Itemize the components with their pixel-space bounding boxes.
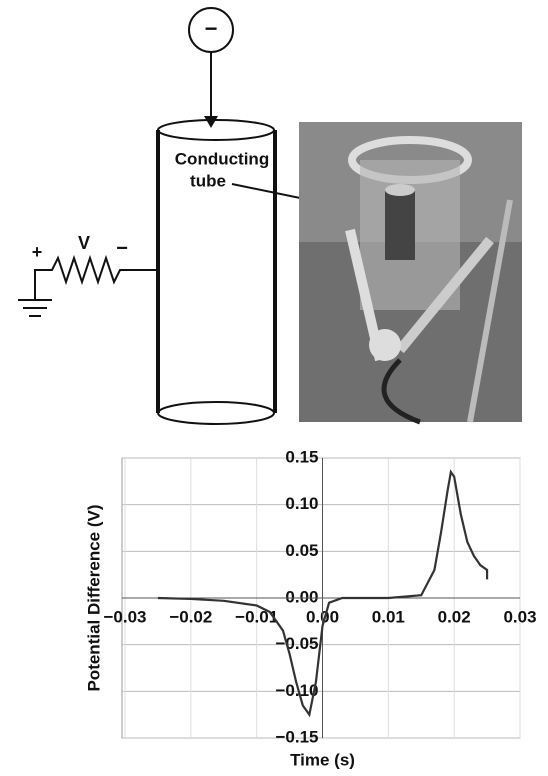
y-tick-label: 0.10 bbox=[285, 494, 318, 513]
x-tick-label: −0.02 bbox=[169, 607, 212, 626]
x-tick-label: −0.03 bbox=[103, 607, 146, 626]
y-tick-label: 0.15 bbox=[285, 447, 318, 466]
photo bbox=[299, 122, 522, 425]
y-tick-label: −0.15 bbox=[275, 727, 318, 746]
y-tick-label: −0.10 bbox=[275, 681, 318, 700]
resistor-circuit bbox=[34, 254, 158, 300]
x-tick-label: 0.03 bbox=[503, 607, 536, 626]
arrow-head bbox=[204, 116, 218, 128]
y-axis-title: Potential Difference (V) bbox=[84, 504, 103, 691]
x-axis-title: Time (s) bbox=[290, 750, 355, 769]
data-line bbox=[157, 469, 489, 718]
x-tick-label: −0.01 bbox=[235, 607, 278, 626]
voltage-label: V bbox=[78, 233, 90, 253]
tube-top bbox=[157, 119, 275, 141]
y-tick-label: 0.05 bbox=[285, 541, 318, 560]
tube-label: Conducting bbox=[175, 149, 269, 168]
plus-label: + bbox=[32, 242, 43, 262]
y-tick-label: 0.00 bbox=[285, 587, 318, 606]
x-tick-label: 0.01 bbox=[372, 607, 405, 626]
tube-bottom bbox=[157, 401, 275, 425]
tube-label: tube bbox=[190, 171, 226, 190]
minus-label: − bbox=[116, 237, 128, 259]
x-tick-label: 0.02 bbox=[438, 607, 471, 626]
source-symbol: − bbox=[205, 16, 218, 41]
y-tick-label: −0.05 bbox=[275, 634, 318, 653]
